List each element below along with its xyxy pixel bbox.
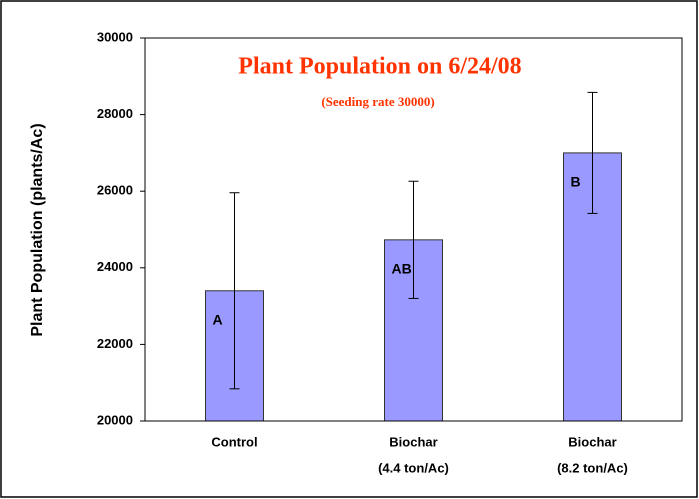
y-axis-label: Plant Population (plants/Ac) [29, 123, 46, 336]
significance-letter: B [571, 174, 581, 190]
chart-title: Plant Population on 6/24/08 [238, 54, 521, 80]
y-tick-label: 20000 [97, 412, 133, 427]
y-tick-label: 22000 [97, 336, 133, 351]
y-tick-label: 28000 [97, 106, 133, 121]
x-tick-label: Biochar [568, 434, 616, 449]
y-tick-label: 24000 [97, 259, 133, 274]
significance-letter: A [213, 311, 223, 327]
significance-letter: AB [392, 261, 412, 277]
x-tick-label: Biochar [389, 434, 437, 449]
x-tick-label: (8.2 ton/Ac) [557, 460, 628, 475]
x-tick-label: Control [211, 434, 257, 449]
y-tick-label: 26000 [97, 183, 133, 198]
x-tick-label: (4.4 ton/Ac) [378, 460, 449, 475]
y-tick-label: 30000 [97, 29, 133, 44]
chart-subtitle: (Seeding rate 30000) [321, 94, 434, 109]
plot-border [144, 37, 683, 422]
